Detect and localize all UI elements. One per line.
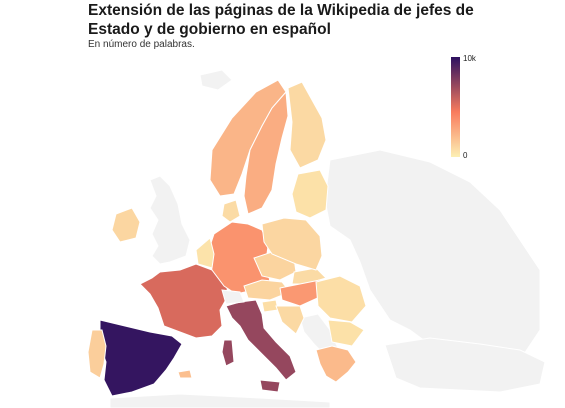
country-portugal[interactable] [87,329,107,379]
country-ireland[interactable] [111,207,141,243]
country-italy-sicily[interactable] [259,379,281,393]
legend-color-scale [451,57,460,157]
country-shapes [87,79,367,397]
legend-min-label: 0 [463,151,468,160]
country-greece[interactable] [315,345,357,383]
country-romania[interactable] [315,275,367,323]
country-benelux[interactable] [195,237,215,269]
country-italy-sardinia[interactable] [221,339,235,367]
country-croatia[interactable] [275,305,305,335]
country-italy[interactable] [225,299,297,381]
country-bulgaria[interactable] [327,319,365,347]
region-uk [149,175,191,265]
map-subtitle: En número de palabras. [88,39,195,50]
country-baltics[interactable] [291,169,329,219]
legend-max-label: 10k [463,54,476,63]
map-title: Extensión de las páginas de la Wikipedia… [88,2,474,38]
no-data-regions [109,69,546,408]
region-turkey [384,337,546,393]
country-spain[interactable] [99,319,183,397]
region-north-africa [109,393,331,408]
country-malta[interactable] [177,369,193,379]
country-sweden[interactable] [243,90,289,215]
country-denmark[interactable] [221,199,241,223]
country-switzerland[interactable] [221,289,245,305]
country-poland[interactable] [261,217,323,271]
region-iceland [199,69,233,91]
country-finland[interactable] [287,81,327,169]
country-france[interactable] [139,263,229,339]
